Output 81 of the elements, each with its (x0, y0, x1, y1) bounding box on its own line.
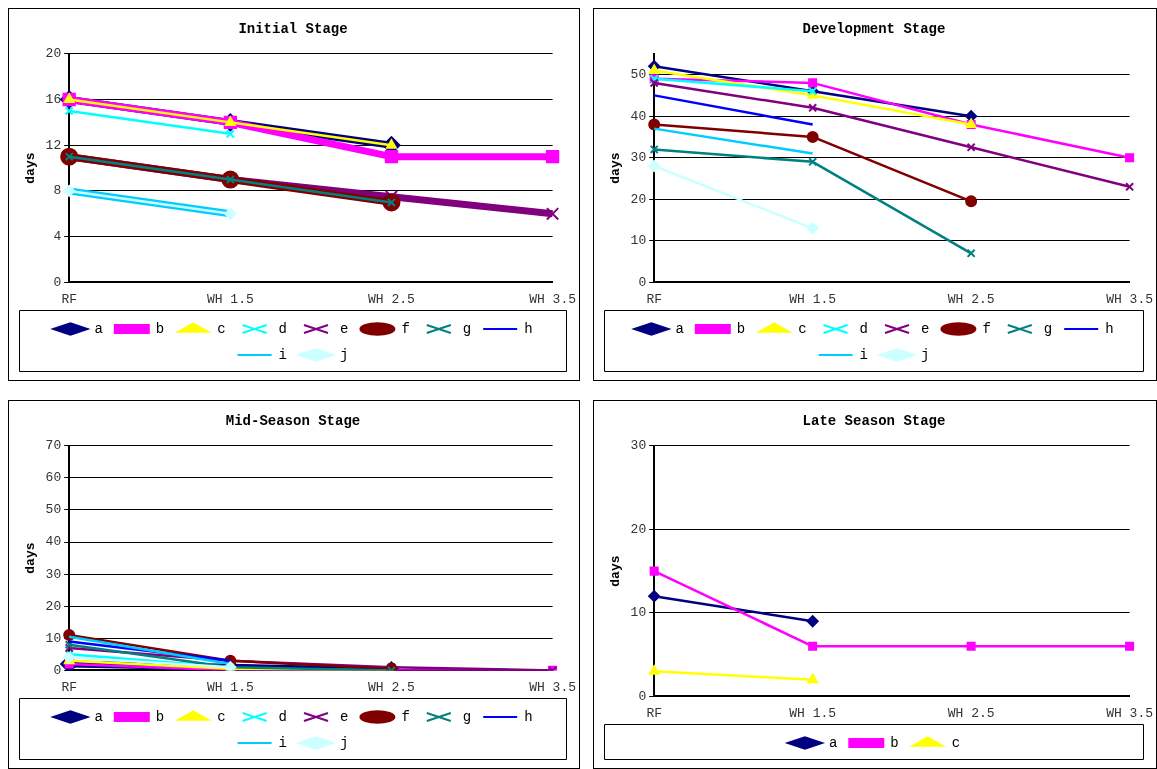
legend-label: d (859, 320, 868, 337)
y-tick-label: 20 (45, 598, 62, 614)
legend-label: a (94, 320, 103, 337)
legend-label: f (982, 320, 991, 337)
y-axis-title: days (608, 152, 624, 184)
legend-label: g (1043, 320, 1053, 337)
x-tick-label: RF (646, 291, 663, 307)
y-tick-label: 50 (630, 67, 647, 83)
legend-label: j (921, 346, 930, 363)
legend-label: f (401, 320, 410, 337)
y-tick-label: 70 (45, 438, 62, 454)
legend-label: b (155, 708, 165, 725)
legend-label: h (524, 708, 533, 725)
legend-label: f (401, 708, 410, 725)
y-tick-label: 10 (45, 630, 62, 646)
y-axis-title: days (23, 152, 39, 184)
y-tick-label: 20 (630, 521, 647, 537)
x-tick-label: WH 1.5 (789, 291, 837, 307)
y-tick-label: 30 (630, 150, 647, 166)
y-tick-label: 0 (53, 274, 62, 290)
x-tick-label: RF (646, 705, 663, 721)
x-tick-label: WH 3.5 (1106, 705, 1153, 721)
x-tick-label: WH 2.5 (947, 705, 995, 721)
legend-label: a (675, 320, 684, 337)
x-tick-label: WH 1.5 (789, 705, 837, 721)
legend-label: h (1105, 320, 1114, 337)
y-tick-label: 0 (638, 688, 647, 704)
legend-label: j (340, 346, 349, 363)
y-tick-label: 0 (53, 662, 62, 678)
legend-label: c (798, 320, 807, 337)
x-tick-label: WH 3.5 (1106, 291, 1153, 307)
chart-title: Late Season Stage (802, 412, 946, 429)
legend-label: c (951, 734, 961, 751)
y-tick-label: 50 (45, 502, 62, 518)
x-tick-label: RF (61, 291, 78, 307)
x-tick-label: WH 2.5 (947, 291, 995, 307)
legend-label: e (340, 708, 349, 725)
y-tick-label: 20 (45, 46, 62, 62)
y-tick-label: 16 (45, 91, 62, 107)
legend-label: a (828, 734, 838, 751)
legend-label: e (340, 320, 349, 337)
x-tick-label: WH 2.5 (368, 291, 415, 307)
legend-label: a (94, 708, 103, 725)
y-tick-label: 12 (45, 137, 62, 153)
legend-label: d (278, 708, 287, 725)
y-tick-label: 20 (630, 191, 647, 207)
legend-label: i (278, 734, 287, 751)
y-tick-label: 10 (630, 605, 647, 621)
y-tick-label: 60 (45, 470, 62, 486)
chart-title: Mid-Season Stage (225, 412, 361, 429)
chart-title: Initial Stage (238, 20, 348, 37)
y-tick-label: 40 (45, 534, 62, 550)
legend-label: i (278, 346, 287, 363)
y-axis-title: days (23, 542, 39, 574)
y-axis-title: days (608, 555, 624, 587)
x-tick-label: WH 3.5 (529, 679, 576, 695)
y-tick-label: 40 (630, 108, 647, 124)
legend-label: b (155, 320, 165, 337)
legend-label: b (890, 734, 899, 751)
legend-label: c (217, 708, 226, 725)
legend-label: i (859, 346, 868, 363)
y-tick-label: 0 (638, 274, 647, 290)
y-tick-label: 8 (53, 183, 62, 199)
legend-label: g (462, 708, 472, 725)
legend-label: h (524, 320, 533, 337)
legend-label: c (217, 320, 226, 337)
x-tick-label: RF (61, 679, 78, 695)
y-tick-label: 30 (630, 438, 647, 454)
legend-label: g (462, 320, 472, 337)
legend-label: b (736, 320, 746, 337)
y-tick-label: 10 (630, 233, 647, 249)
y-tick-label: 30 (45, 566, 62, 582)
legend-label: d (278, 320, 287, 337)
x-tick-label: WH 1.5 (206, 291, 254, 307)
chart-title: Development Stage (802, 20, 946, 37)
x-tick-label: WH 1.5 (206, 679, 254, 695)
legend-label: j (340, 734, 349, 751)
legend-label: e (921, 320, 930, 337)
x-tick-label: WH 2.5 (368, 679, 415, 695)
y-tick-label: 4 (53, 229, 62, 245)
x-tick-label: WH 3.5 (529, 291, 576, 307)
